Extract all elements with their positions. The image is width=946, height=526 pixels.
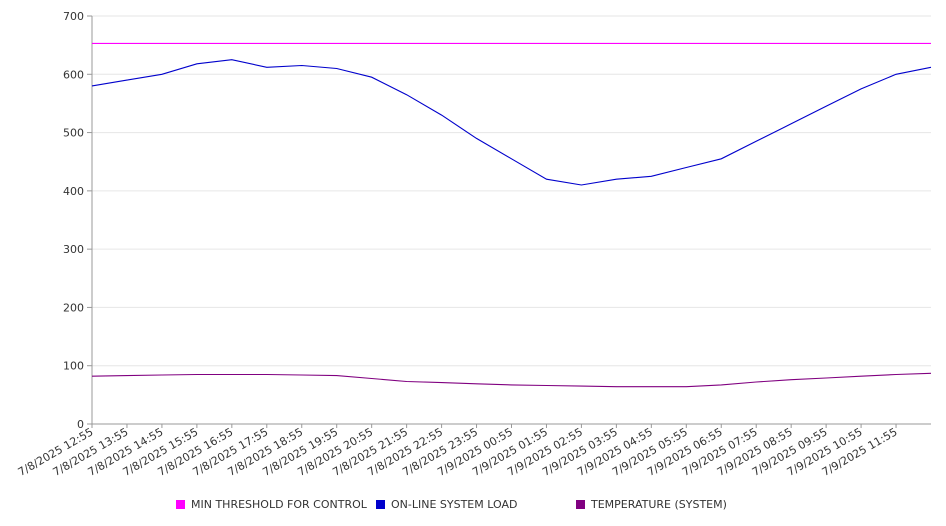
series-line-temperature-point-10: [441, 382, 442, 383]
y-tick-label-300: 300: [63, 243, 84, 256]
series-line-system-load-point-9: [406, 94, 407, 95]
series-line-system-load-point-4: [231, 59, 232, 60]
series-line-temperature-point-14: [581, 386, 582, 387]
series-line-temperature-point-12: [511, 384, 512, 385]
series-line-system-load-point-12: [511, 158, 512, 159]
series-line-min-threshold-point-18: [721, 43, 722, 44]
series-line-system-load-point-5: [266, 67, 267, 68]
series-line-temperature-point-11: [476, 383, 477, 384]
series-line-system-load: [91, 59, 932, 186]
y-tick-label-700: 700: [63, 10, 84, 23]
series-line-system-load-point-10: [441, 114, 442, 115]
series-line-temperature-point-4: [231, 374, 232, 375]
series-line-min-threshold-point-10: [441, 43, 442, 44]
series-line-min-threshold-point-24: [930, 43, 931, 44]
series-line-temperature: [91, 372, 932, 388]
series-line-system-load-point-15: [616, 179, 617, 180]
y-tick-label-400: 400: [63, 185, 84, 198]
series-line-temperature-point-3: [196, 374, 197, 375]
series-line-temperature-point-0: [91, 376, 92, 377]
series-line-temperature-point-24: [930, 373, 931, 374]
series-line-system-load-point-3: [196, 63, 197, 64]
series-line-system-load-point-23: [895, 74, 896, 75]
series-line-temperature-point-21: [826, 377, 827, 378]
series-line-temperature-point-18: [721, 384, 722, 385]
series-line-system-load-point-22: [860, 88, 861, 89]
series-line-system-load-point-11: [476, 138, 477, 139]
series-line-system-load-point-19: [756, 141, 757, 142]
series-line-min-threshold-point-22: [860, 43, 861, 44]
series-line-system-load-point-24: [930, 67, 931, 68]
series-line-min-threshold-point-7: [336, 43, 337, 44]
series-line-min-threshold-point-16: [651, 43, 652, 44]
series-line-min-threshold-point-8: [371, 43, 372, 44]
legend-label-temperature: TEMPERATURE (SYSTEM): [591, 498, 727, 511]
series-line-temperature-point-17: [686, 386, 687, 387]
series-line-min-threshold-point-6: [301, 43, 302, 44]
series-line-min-threshold-point-0: [91, 43, 92, 44]
series-line-min-threshold-point-3: [196, 43, 197, 44]
series-line-temperature-point-5: [266, 374, 267, 375]
series-line-temperature-point-1: [126, 375, 127, 376]
y-tick-label-600: 600: [63, 68, 84, 81]
series-line-min-threshold-point-2: [161, 43, 162, 44]
legend-label-min-threshold: MIN THRESHOLD FOR CONTROL: [191, 498, 367, 511]
series-line-temperature-point-15: [616, 386, 617, 387]
series-line-system-load-point-2: [161, 74, 162, 75]
series-line-temperature-point-7: [336, 375, 337, 376]
series-line-min-threshold-point-5: [266, 43, 267, 44]
series-line-system-load-point-0: [91, 85, 92, 86]
series-line-min-threshold-point-4: [231, 43, 232, 44]
series-line-min-threshold-point-9: [406, 43, 407, 44]
series-line-min-threshold-point-23: [895, 43, 896, 44]
series-line-min-threshold-point-17: [686, 43, 687, 44]
legend-swatch-min-threshold: [176, 500, 185, 509]
legend-swatch-temperature: [576, 500, 585, 509]
series-line-system-load-point-21: [826, 106, 827, 107]
series-line-system-load-point-8: [371, 77, 372, 78]
y-tick-label-200: 200: [63, 301, 84, 314]
series-line-min-threshold-point-11: [476, 43, 477, 44]
series-line-temperature-point-23: [895, 374, 896, 375]
series-line-system-load-point-17: [686, 167, 687, 168]
series-line-min-threshold-point-19: [756, 43, 757, 44]
series-line-min-threshold-point-12: [511, 43, 512, 44]
series-line-min-threshold-point-1: [126, 43, 127, 44]
y-tick-label-0: 0: [77, 418, 84, 431]
series-line-min-threshold-point-21: [826, 43, 827, 44]
y-tick-label-500: 500: [63, 127, 84, 140]
series-line-system-load-point-16: [651, 176, 652, 177]
series-line-temperature-point-2: [161, 374, 162, 375]
series-line-temperature-point-20: [791, 379, 792, 380]
series-line-temperature-point-6: [301, 374, 302, 375]
series-line-system-load-point-6: [301, 65, 302, 66]
series-line-temperature-point-16: [651, 386, 652, 387]
legend-item-system-load: ON-LINE SYSTEM LOAD: [376, 498, 517, 511]
legend-item-min-threshold: MIN THRESHOLD FOR CONTROL: [176, 498, 367, 511]
series-line-min-threshold-point-13: [546, 43, 547, 44]
series-line-temperature-point-22: [860, 376, 861, 377]
series-line-system-load-point-1: [126, 80, 127, 81]
legend-label-system-load: ON-LINE SYSTEM LOAD: [391, 498, 518, 511]
series-line-system-load-point-7: [336, 68, 337, 69]
series-line-min-threshold-point-15: [616, 43, 617, 44]
series-line-system-load-point-13: [546, 179, 547, 180]
series-line-system-load-point-14: [581, 184, 582, 185]
series-line-min-threshold-point-14: [581, 43, 582, 44]
legend-item-temperature: TEMPERATURE (SYSTEM): [576, 498, 727, 511]
legend: MIN THRESHOLD FOR CONTROL ON-LINE SYSTEM…: [0, 498, 946, 514]
series-line-temperature-point-19: [756, 381, 757, 382]
series-line-system-load-point-20: [791, 123, 792, 124]
series-line-system-load-point-18: [721, 158, 722, 159]
series-line-temperature-point-13: [546, 385, 547, 386]
series-line-temperature-point-9: [406, 381, 407, 382]
y-tick-label-100: 100: [63, 360, 84, 373]
legend-swatch-system-load: [376, 500, 385, 509]
series-line-min-threshold-point-20: [791, 43, 792, 44]
series-line-temperature-point-8: [371, 378, 372, 379]
